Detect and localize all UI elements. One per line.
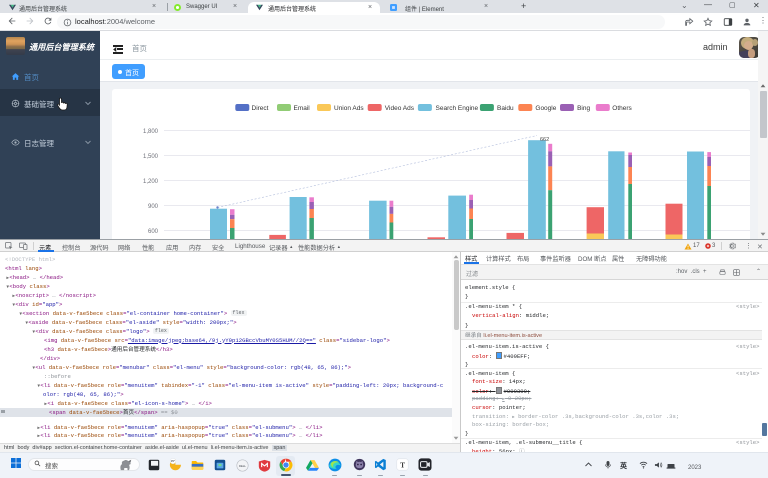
- svg-text:1,500: 1,500: [143, 154, 159, 160]
- svg-text:1,200: 1,200: [143, 179, 159, 185]
- svg-text:Direct: Direct: [252, 105, 269, 112]
- svg-text:T: T: [400, 460, 405, 469]
- svg-text:Union Ads: Union Ads: [334, 105, 364, 112]
- svg-text:DELL: DELL: [239, 463, 246, 467]
- svg-text:35°: 35°: [171, 459, 175, 463]
- svg-text:Google: Google: [535, 105, 556, 112]
- svg-text:Baidu: Baidu: [497, 105, 514, 112]
- svg-text:Search Engine: Search Engine: [436, 105, 479, 112]
- svg-text:Video Ads: Video Ads: [385, 105, 415, 112]
- svg-text:Others: Others: [612, 105, 632, 112]
- svg-text:600: 600: [148, 229, 159, 235]
- svg-text:900: 900: [148, 204, 159, 210]
- svg-text:1,800: 1,800: [143, 129, 159, 135]
- svg-text:Bing: Bing: [577, 105, 590, 112]
- svg-text:Email: Email: [294, 105, 311, 112]
- svg-text:662: 662: [540, 137, 549, 143]
